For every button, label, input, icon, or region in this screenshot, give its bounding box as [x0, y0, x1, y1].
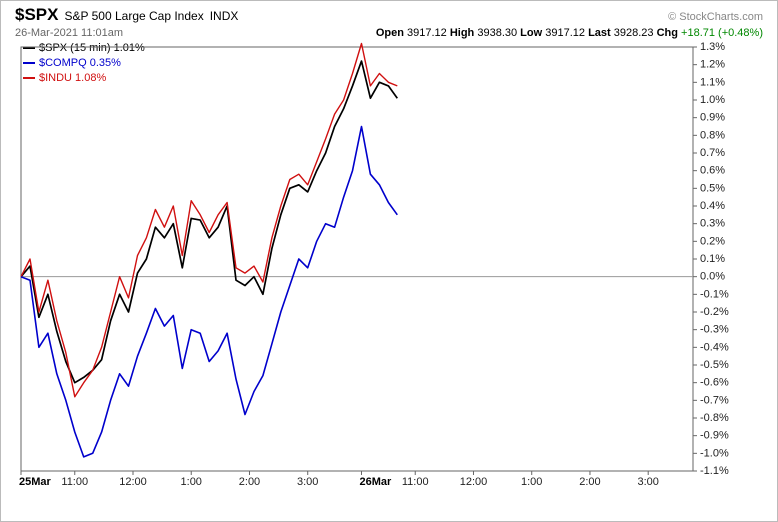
- title-left: $SPX S&P 500 Large Cap Index INDX: [15, 5, 238, 25]
- y-tick-label: 1.3%: [700, 41, 725, 53]
- chg-pct: (+0.48%): [718, 27, 763, 39]
- series-SPX: [21, 61, 397, 383]
- y-tick-label: -0.7%: [700, 394, 729, 406]
- chg-value: +18.71: [681, 27, 715, 39]
- y-tick-label: 0.9%: [700, 112, 725, 124]
- x-tick-label: 25Mar: [19, 476, 52, 488]
- x-tick-label: 3:00: [637, 476, 658, 488]
- ticker-symbol: $SPX: [15, 5, 58, 25]
- y-tick-label: -0.8%: [700, 412, 729, 424]
- x-tick-label: 1:00: [521, 476, 542, 488]
- last-value: 3928.23: [614, 27, 654, 39]
- series-COMPQ: [21, 127, 397, 457]
- y-tick-label: 1.0%: [700, 94, 725, 106]
- last-label: Last: [588, 27, 611, 39]
- y-tick-label: 1.2%: [700, 59, 725, 71]
- series-INDU: [21, 44, 397, 397]
- y-tick-label: 0.4%: [700, 200, 725, 212]
- y-tick-label: -0.2%: [700, 306, 729, 318]
- snapshot-datetime: 26-Mar-2021 11:01am: [15, 27, 123, 39]
- attribution-text: © StockCharts.com: [668, 11, 763, 23]
- y-tick-label: -0.3%: [700, 324, 729, 336]
- y-tick-label: 0.0%: [700, 271, 725, 283]
- high-value: 3938.30: [477, 27, 517, 39]
- index-type: INDX: [210, 9, 239, 23]
- x-tick-label: 12:00: [460, 476, 488, 488]
- ohlc-summary: Open 3917.12 High 3938.30 Low 3917.12 La…: [376, 27, 763, 39]
- chart-svg: 1.3% 1.2% 1.1% 1.0% 0.9% 0.8% 0.7% 0.6% 0.5% 0.4%…: [19, 41, 737, 491]
- title-row: $SPX S&P 500 Large Cap Index INDX © Stoc…: [15, 5, 763, 25]
- x-tick-label: 1:00: [181, 476, 202, 488]
- ticker-description: S&P 500 Large Cap Index: [64, 9, 203, 23]
- chart-container: $SPX S&P 500 Large Cap Index INDX © Stoc…: [0, 0, 778, 522]
- x-tick-label: 2:00: [239, 476, 260, 488]
- chart-plot-area: 1.3% 1.2% 1.1% 1.0% 0.9% 0.8% 0.7% 0.6% 0.5% 0.4%…: [19, 41, 737, 491]
- y-tick-label: 0.1%: [700, 253, 725, 265]
- date-row: 26-Mar-2021 11:01am Open 3917.12 High 39…: [15, 27, 763, 39]
- x-tick-label: 2:00: [579, 476, 600, 488]
- y-tick-label: 0.2%: [700, 235, 725, 247]
- y-tick-label: 0.6%: [700, 165, 725, 177]
- x-tick-label: 26Mar: [359, 476, 392, 488]
- low-value: 3917.12: [545, 27, 585, 39]
- high-label: High: [450, 27, 474, 39]
- y-tick-label: 0.5%: [700, 182, 725, 194]
- chg-label: Chg: [657, 27, 678, 39]
- open-value: 3917.12: [407, 27, 447, 39]
- y-tick-label: -0.5%: [700, 359, 729, 371]
- y-tick-label: 1.1%: [700, 76, 725, 88]
- x-tick-label: 3:00: [297, 476, 318, 488]
- y-tick-label: 0.3%: [700, 218, 725, 230]
- chart-header: $SPX S&P 500 Large Cap Index INDX © Stoc…: [15, 5, 763, 39]
- y-tick-label: -1.1%: [700, 465, 729, 477]
- y-tick-label: -1.0%: [700, 447, 729, 459]
- y-tick-label: -0.9%: [700, 430, 729, 442]
- low-label: Low: [520, 27, 542, 39]
- y-tick-label: 0.7%: [700, 147, 725, 159]
- y-tick-label: -0.1%: [700, 288, 729, 300]
- open-label: Open: [376, 27, 404, 39]
- x-tick-label: 12:00: [119, 476, 147, 488]
- x-tick-label: 11:00: [61, 476, 88, 488]
- y-tick-label: 0.8%: [700, 129, 725, 141]
- x-tick-label: 11:00: [402, 476, 429, 488]
- y-tick-label: -0.4%: [700, 341, 729, 353]
- y-tick-label: -0.6%: [700, 377, 729, 389]
